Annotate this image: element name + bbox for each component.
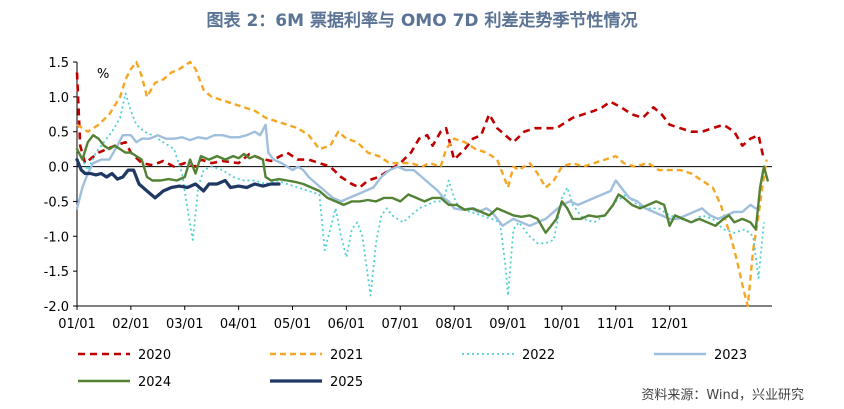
y-tick-label: 1.5 <box>48 56 69 71</box>
legend: 2020 2021 2022 2023 2024 2025 <box>78 348 747 390</box>
y-tick-label: -1.5 <box>44 265 69 280</box>
x-tick-label: 12/01 <box>651 317 688 332</box>
series-line-2021 <box>76 60 768 308</box>
series-line-2023 <box>75 123 757 227</box>
axes: 1.5 1.0 0.5 0.0 -0.5 -1.0 -1.5 -2.0% 01/01 02/01 0… <box>44 56 772 332</box>
legend-label-2022: 2022 <box>522 348 555 363</box>
legend-label-2025: 2025 <box>330 375 363 390</box>
y-tick-label: 1.0 <box>48 91 69 106</box>
y-tick-label: -2.0 <box>44 300 69 315</box>
x-tick-label: 04/01 <box>220 317 257 332</box>
x-tick-label: 08/01 <box>435 317 472 332</box>
x-tick-label: 07/01 <box>382 317 419 332</box>
legend-label-2021: 2021 <box>330 348 363 363</box>
y-tick-label: 0.0 <box>48 161 69 176</box>
x-tick-label: 01/01 <box>58 317 95 332</box>
x-tick-label: 06/01 <box>328 317 365 332</box>
y-tick-label: -0.5 <box>44 195 69 210</box>
series-line-2024 <box>75 134 769 234</box>
series-line-2025 <box>75 158 281 200</box>
x-tick-label: 05/01 <box>274 317 311 332</box>
chart-title: 图表 2：6M 票据利率与 OMO 7D 利差走势季节性情况 <box>206 11 638 31</box>
x-tick-label: 09/01 <box>489 317 526 332</box>
x-tick-label: 11/01 <box>597 317 634 332</box>
legend-label-2023: 2023 <box>714 348 747 363</box>
x-tick-label: 02/01 <box>112 317 149 332</box>
unit-label: % <box>97 67 109 82</box>
y-tick-label: -1.0 <box>44 230 69 245</box>
x-tick-label: 10/01 <box>543 317 580 332</box>
source-note: 资料来源：Wind，兴业研究 <box>641 388 804 403</box>
legend-label-2024: 2024 <box>138 375 171 390</box>
legend-label-2020: 2020 <box>138 348 171 363</box>
series-line-2022 <box>76 92 765 297</box>
series-layer <box>75 60 769 308</box>
x-tick-label: 03/01 <box>166 317 203 332</box>
y-tick-label: 0.5 <box>48 126 69 141</box>
